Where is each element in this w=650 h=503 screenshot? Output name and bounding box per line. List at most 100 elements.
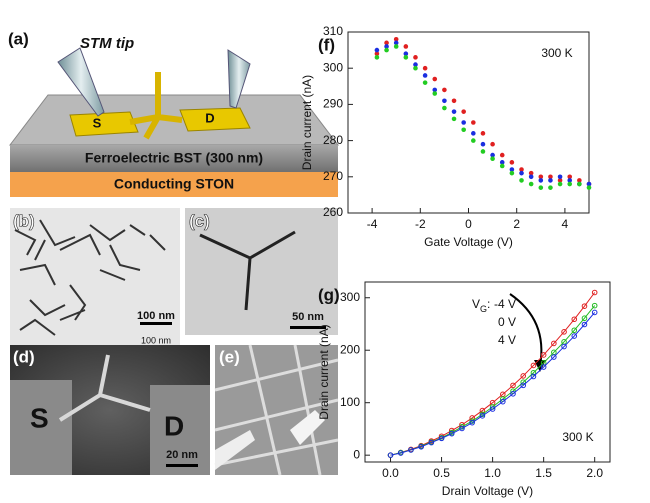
point [461,109,466,114]
point [490,156,495,161]
marker [571,327,578,334]
point [451,109,457,114]
point [480,131,486,136]
marker [408,447,414,453]
point [509,167,515,172]
point [557,181,563,187]
marker [489,406,496,412]
point [577,178,582,183]
marker [551,340,557,347]
tip [215,430,255,470]
point [528,181,534,187]
point [567,174,573,180]
chart: 0.0 0.5 1.0 1.5 2.0 0 100 200 300 Drain Voltage (… [317,281,611,498]
point [442,105,447,111]
marker [561,343,567,350]
marker [591,302,598,309]
scale-label: 50 nm [292,311,324,323]
legend-entry: 0 V [498,315,516,329]
tetrapod [129,72,183,140]
point [499,163,505,169]
marker [591,309,598,316]
point [432,76,438,82]
point [422,73,428,78]
marker [530,369,537,376]
point [586,185,592,190]
point [548,185,553,190]
y-tick-label: 270 [323,169,343,183]
point [393,40,399,46]
point [557,178,563,183]
point [586,181,592,187]
scale-bar [290,326,326,329]
panel-label: (f) [318,35,335,54]
x-tick-label: 1.5 [535,466,552,480]
point [519,178,524,183]
electrode [150,385,210,475]
source-label: S [93,115,102,130]
legend-entry: -4 V [494,297,516,311]
point [403,55,409,60]
marker [448,430,455,437]
electrode-label: S [30,402,49,433]
panel-label: (b) [13,211,35,230]
schematic: (a) STM tip S D Ferroelectric BST (300 n… [8,29,340,197]
point [461,120,466,125]
point [509,160,515,165]
y-tick-label: 260 [323,205,343,219]
y-tick-label: 300 [340,290,360,304]
point [451,116,457,122]
series-line [390,292,596,456]
point [490,152,495,158]
marker [510,390,516,397]
x-axis-label: Drain Voltage (V) [442,484,533,498]
marker [540,352,547,358]
point [413,62,418,67]
y-tick-label: 310 [323,24,343,38]
y-axis-label: Drain current (nA) [300,75,314,170]
legend-entry: 4 V [498,333,516,347]
x-tick-label: 2.0 [586,466,603,480]
micrograph-e: (e) [214,344,339,476]
point [393,36,399,42]
point [432,87,438,93]
marker [520,382,527,389]
marker [418,443,424,450]
point [432,91,438,96]
x-tick-label: 0.0 [382,466,399,480]
y-axis-label: Drain current (nA) [317,324,331,419]
micrograph-d: (d) S D 20 nm [10,345,210,475]
marker [571,333,578,339]
x-tick-label: -4 [367,217,378,231]
point [442,87,447,93]
marker [520,373,527,379]
scale-label: 100 nm [137,310,175,322]
marker [428,439,435,446]
bst-layer [10,145,338,172]
marker [438,435,445,442]
layer-label: Conducting STON [114,176,234,192]
marker [500,398,506,405]
point [548,174,553,180]
drain-pad [179,107,251,132]
point [374,51,380,57]
marker [591,289,598,296]
plot-frame [364,281,611,463]
point [577,181,582,187]
ston-layer [10,172,338,197]
micrograph-c: (c) 50 nm [185,208,338,335]
micrograph-b: (b) 100 nm 100 nm [10,208,180,352]
x-tick-label: -2 [415,217,426,231]
point [384,47,389,53]
image [10,208,180,352]
panel-label: (g) [318,285,340,304]
x-tick-label: 4 [562,217,569,231]
marker [581,321,588,328]
x-tick-label: 1.0 [484,466,501,480]
x-axis-label: Gate Voltage (V) [424,235,513,249]
panel-label: (e) [219,347,240,366]
nanostructures [14,219,166,336]
stm-tip-left [57,47,105,117]
marker [530,362,537,369]
point [442,98,447,104]
